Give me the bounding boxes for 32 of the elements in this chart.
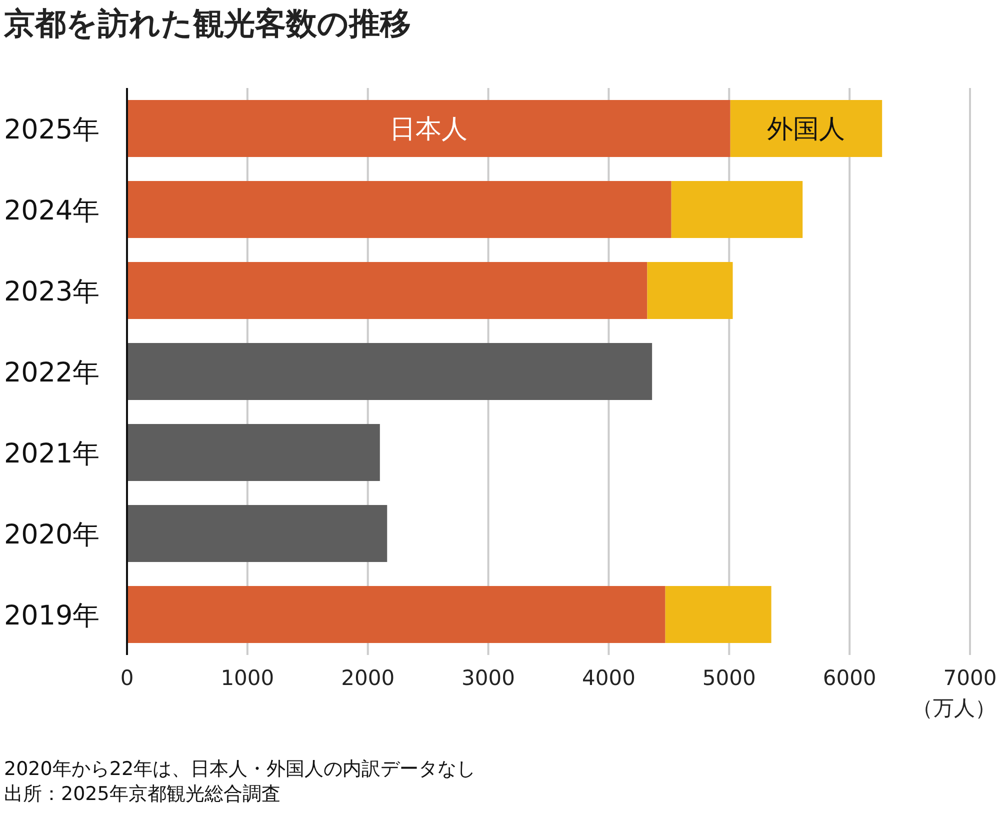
x-tick-label: 7000 — [943, 666, 997, 690]
bar — [127, 343, 652, 400]
text: 2020年から22年は、日本人・外国人の内訳データなし — [4, 758, 476, 780]
y-tick-label: 2025年 — [4, 114, 100, 146]
text: 出所：2025年京都観光総合調査 — [4, 783, 280, 805]
y-tick-label: 2024年 — [4, 196, 100, 226]
series-label: 日本人 — [390, 114, 468, 144]
x-axis-title: （万人） — [912, 696, 996, 720]
bar — [127, 586, 666, 643]
x-tick-label: 2000 — [341, 666, 395, 690]
bar — [671, 181, 803, 238]
y-tick-label: 2021年 — [4, 438, 100, 470]
bar — [665, 586, 772, 643]
bar — [127, 181, 672, 238]
y-tick-label: 2019年 — [4, 600, 100, 632]
bar — [647, 262, 733, 319]
bar — [730, 100, 882, 157]
series-label: 外国人 — [767, 114, 846, 144]
bar — [127, 505, 388, 562]
x-tick-label: 5000 — [702, 666, 756, 690]
y-tick-label: 2020年 — [4, 520, 100, 550]
y-tick-label: 2022年 — [4, 358, 100, 388]
chart-title: 京都を訪れた観光客数の推移 — [3, 6, 411, 42]
x-tick-label: 1000 — [220, 666, 274, 690]
x-tick-label: 6000 — [822, 666, 876, 690]
x-tick-label: 0 — [120, 666, 134, 690]
bar — [127, 262, 648, 319]
bar — [127, 424, 380, 481]
bar — [127, 100, 730, 157]
y-tick-label: 2023年 — [4, 276, 100, 308]
x-tick-label: 3000 — [462, 666, 516, 690]
x-tick-label: 4000 — [582, 666, 636, 690]
